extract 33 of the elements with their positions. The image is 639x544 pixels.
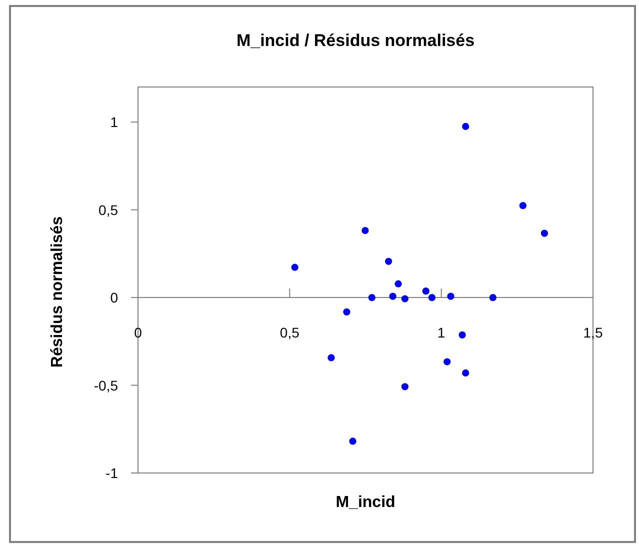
point (384, 258, 392, 265)
point (428, 294, 436, 302)
x-tick-label: 1,5 (583, 324, 603, 341)
y-tick-label: -1 (106, 465, 118, 481)
point (462, 369, 470, 377)
point (540, 230, 548, 237)
point (458, 331, 466, 338)
point (462, 122, 470, 130)
point (349, 438, 356, 445)
point (422, 287, 430, 295)
y-tick-label: 1 (110, 114, 118, 130)
y-tick-label: 0,5 (98, 202, 118, 218)
chart-title: M_incid / Résidus normalisés (236, 31, 475, 50)
point (519, 202, 526, 210)
x-tick-label: 1 (437, 324, 446, 341)
x-tick-label: 0 (134, 324, 142, 341)
point (291, 264, 298, 271)
point (368, 294, 376, 302)
x-axis-title: M_incid (336, 494, 396, 511)
point (447, 292, 454, 300)
point (389, 292, 396, 300)
point (328, 354, 335, 362)
y-tick-label: 0 (110, 290, 118, 306)
point (444, 358, 451, 366)
point (343, 308, 350, 316)
x-tick-label: 0,5 (280, 324, 300, 341)
point (362, 226, 369, 234)
y-tick-label: -0,5 (94, 377, 118, 394)
point (489, 294, 496, 302)
point (401, 295, 408, 302)
y-axis-title: Résidus normalisés (49, 216, 66, 368)
point (401, 383, 408, 390)
point (394, 280, 402, 288)
